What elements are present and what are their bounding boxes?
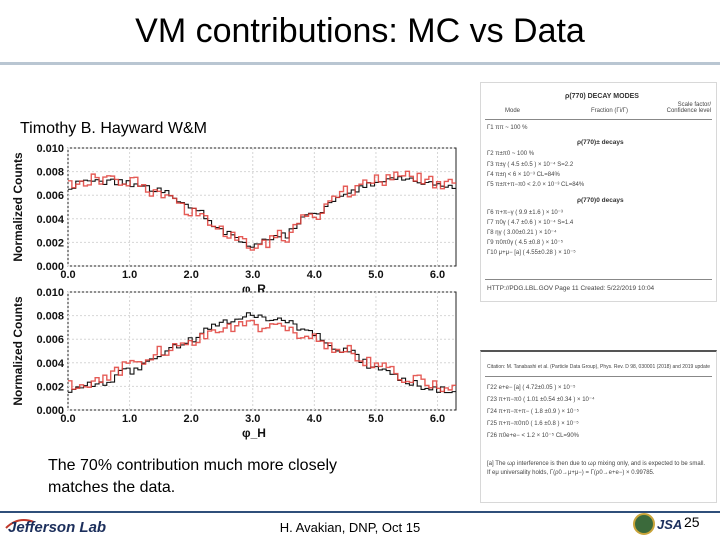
pdg-col-scale: Scale factor/ Confidence level — [666, 102, 711, 114]
title-divider — [0, 62, 720, 65]
pdg-section-charged: ρ(770)± decays — [577, 139, 624, 146]
series-mc-histogram — [68, 170, 456, 251]
jefferson-lab-logo: Jefferson Lab — [5, 519, 106, 536]
pdg-col-mode: Mode — [505, 108, 521, 114]
pdg-title: ρ(770) DECAY MODES — [565, 93, 639, 100]
plot-frame — [67, 147, 457, 267]
pdg-row: Γ24 π+π−π+π− ( 1.8 ±0.9 ) × 10⁻⁵ — [487, 409, 580, 415]
histogram-phi-h: 0.000 0.002 0.004 0.006 0.008 0.010 0.0 1.0 2.0 3… — [11, 287, 457, 440]
y-tick-label: 0.000 — [36, 261, 64, 273]
pdg-row: Γ23 π+π−π0 ( 1.01 ±0.54 ±0.34 ) × 10⁻⁴ — [487, 397, 595, 403]
y-tick-label: 0.002 — [36, 237, 64, 249]
pdg-rule — [485, 279, 712, 280]
pdg-row: Γ8 ηγ ( 3.00±0.21 ) × 10⁻⁴ — [487, 230, 557, 236]
pdg-row: Γ4 π±η < 6 × 10⁻³ CL=84% — [487, 172, 560, 178]
x-tick-label: 1.0 — [122, 413, 137, 425]
plot-frame — [67, 291, 457, 411]
y-tick-label: 0.006 — [36, 190, 64, 202]
pdg-row: Γ1 ππ ~ 100 % — [487, 125, 528, 131]
svg-text:Jefferson Lab: Jefferson Lab — [8, 519, 106, 536]
pdg-rule — [485, 376, 712, 377]
x-tick-label: 4.0 — [307, 269, 322, 281]
y-tick-label: 0.002 — [36, 381, 64, 393]
y-tick-label: 0.006 — [36, 334, 64, 346]
pdg-row: Γ3 π±γ ( 4.5 ±0.5 ) × 10⁻⁴ S=2.2 — [487, 162, 574, 168]
y-tick-label: 0.004 — [36, 214, 64, 226]
slide-title: VM contributions: MC vs Data — [135, 12, 585, 50]
pdg-row: Γ7 π0γ ( 4.7 ±0.6 ) × 10⁻⁴ S=1.4 — [487, 220, 574, 226]
y-tick-label: 0.008 — [36, 311, 64, 323]
author-label: Timothy B. Hayward W&M — [20, 120, 207, 137]
x-tick-label: 3.0 — [245, 269, 260, 281]
pdg-row: Γ2 π±π0 ~ 100 % — [487, 151, 535, 157]
histogram-phi-r: 0.000 0.002 0.004 0.006 0.008 0.010 0.0 1.0 2.0 3… — [11, 143, 457, 296]
histogram-figure: 0.000 0.002 0.004 0.006 0.008 0.010 0.0 1.0 2.0 3… — [11, 143, 457, 440]
doe-seal-icon — [633, 513, 655, 535]
y-tick-label: 0.008 — [36, 167, 64, 179]
x-tick-label: 3.0 — [245, 413, 260, 425]
pdg-row: Γ9 π0π0γ ( 4.5 ±0.8 ) × 10⁻⁵ — [487, 240, 564, 246]
pdg-row: Γ6 π+π−γ ( 9.9 ±1.6 ) × 10⁻³ — [487, 210, 563, 216]
pdg-url-line: HTTP://PDG.LBL.GOV Page 11 Created: 5/22… — [487, 285, 655, 292]
pdg-row: Γ26 π0e+e− < 1.2 × 10⁻⁵ CL=90% — [487, 433, 579, 439]
y-tick-label: 0.004 — [36, 358, 64, 370]
pdg-row: Γ22 e+e− [a] ( 4.72±0.05 ) × 10⁻⁵ — [487, 385, 576, 391]
pdg-row: Γ10 μ+μ− [a] ( 4.55±0.28 ) × 10⁻⁵ — [487, 250, 576, 256]
x-tick-label: 0.0 — [60, 413, 75, 425]
pdg-row: Γ5 π±π+π−π0 < 2.0 × 10⁻³ CL=84% — [487, 182, 585, 188]
x-tick-label: 1.0 — [122, 269, 137, 281]
x-tick-label: 5.0 — [368, 269, 383, 281]
slide-number: 25 — [684, 514, 700, 530]
pdg-col-fraction: Fraction (Γi/Γ) — [591, 108, 628, 114]
y-axis-label: Normalized Counts — [11, 152, 25, 262]
y-tick-label: 0.010 — [36, 287, 64, 299]
pdg-rule — [485, 119, 712, 120]
y-tick-label: 0.000 — [36, 405, 64, 417]
x-tick-label: 6.0 — [430, 413, 445, 425]
footer-divider — [0, 511, 720, 513]
y-axis-label: Normalized Counts — [11, 296, 25, 406]
pdg-footnote: [a] The ωρ interference is then due to ω… — [487, 461, 706, 476]
jsa-logo: JSA — [657, 517, 683, 532]
y-tick-label: 0.010 — [36, 143, 64, 155]
series-mc-histogram — [68, 319, 456, 393]
caption-text: The 70% contribution much more closely m… — [48, 457, 338, 496]
x-tick-label: 6.0 — [430, 269, 445, 281]
x-tick-label: 2.0 — [184, 269, 199, 281]
footer-text: H. Avakian, DNP, Oct 15 — [279, 520, 421, 535]
pdg-section-neutral: ρ(770)0 decays — [577, 197, 624, 204]
x-tick-label: 0.0 — [60, 269, 75, 281]
series-data-histogram — [68, 312, 456, 394]
pdg-table-bottom: Citation: M. Tanabashi et al. (Particle … — [480, 350, 717, 503]
x-tick-label: 5.0 — [368, 413, 383, 425]
x-axis-label: φ_H — [242, 426, 266, 440]
pdg-table-top: ρ(770) DECAY MODES Mode Fraction (Γi/Γ) … — [480, 82, 717, 302]
pdg-citation: Citation: M. Tanabashi et al. (Particle … — [487, 364, 711, 370]
x-tick-label: 4.0 — [307, 413, 322, 425]
pdg-row: Γ25 π+π−π0π0 ( 1.6 ±0.8 ) × 10⁻⁵ — [487, 421, 579, 427]
x-tick-label: 2.0 — [184, 413, 199, 425]
